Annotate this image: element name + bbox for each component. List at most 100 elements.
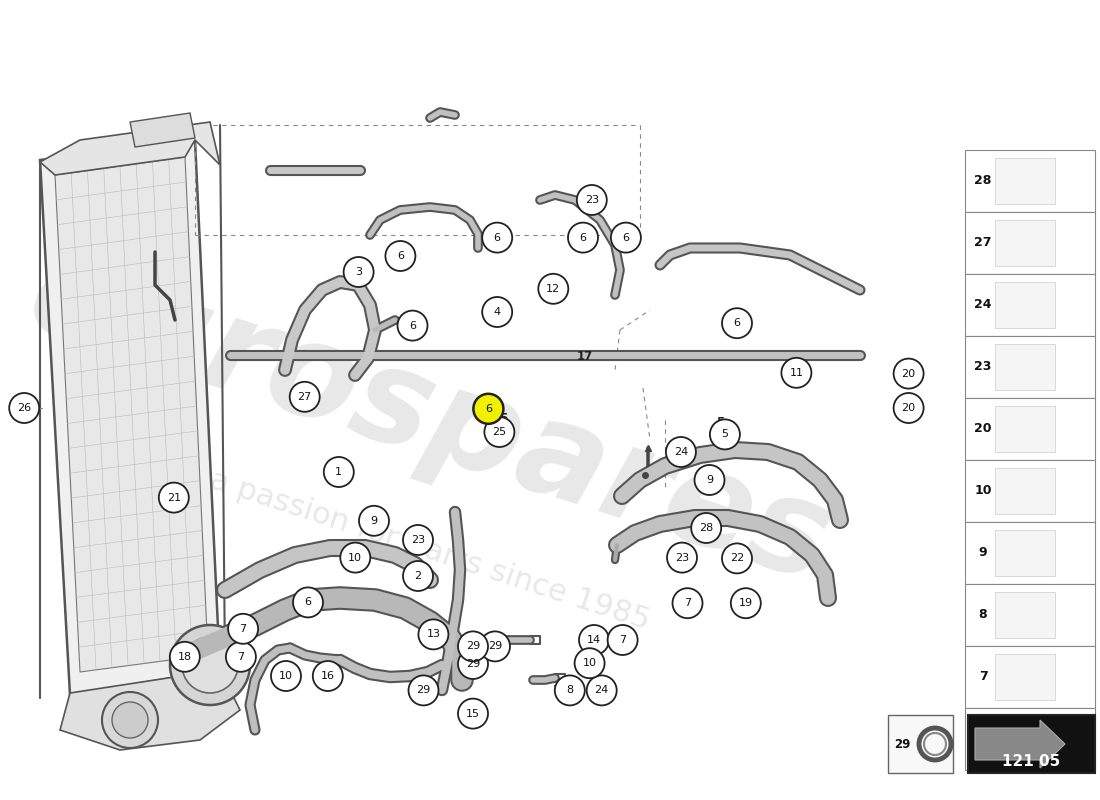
Circle shape — [112, 702, 148, 738]
Circle shape — [9, 393, 40, 423]
Circle shape — [722, 543, 752, 574]
Circle shape — [397, 310, 428, 341]
Text: 27: 27 — [975, 237, 992, 250]
Bar — [996, 220, 1055, 266]
Circle shape — [403, 525, 433, 555]
Text: 4: 4 — [494, 307, 501, 317]
Text: 12: 12 — [544, 278, 560, 290]
Polygon shape — [40, 140, 220, 695]
Circle shape — [672, 588, 703, 618]
Circle shape — [323, 457, 354, 487]
Polygon shape — [60, 670, 240, 750]
Bar — [965, 460, 1094, 522]
Circle shape — [403, 561, 433, 591]
Text: 6: 6 — [623, 233, 629, 242]
Circle shape — [458, 631, 488, 662]
Bar — [996, 158, 1055, 204]
Circle shape — [667, 542, 697, 573]
Bar — [888, 715, 953, 773]
Text: 121 05: 121 05 — [1002, 754, 1060, 770]
Text: 11: 11 — [789, 371, 804, 384]
Text: 9: 9 — [706, 475, 713, 485]
Text: 8: 8 — [979, 609, 988, 622]
Text: 10: 10 — [975, 485, 992, 498]
Circle shape — [893, 393, 924, 423]
Text: 18: 18 — [178, 652, 191, 662]
Text: 6: 6 — [494, 233, 501, 242]
Text: 10: 10 — [349, 553, 362, 562]
Text: 26: 26 — [14, 402, 30, 414]
Text: 20: 20 — [975, 422, 992, 435]
Circle shape — [226, 642, 256, 672]
Circle shape — [722, 308, 752, 338]
Text: 15: 15 — [466, 709, 480, 718]
Text: 23: 23 — [411, 535, 425, 545]
Circle shape — [158, 482, 189, 513]
Text: 9: 9 — [979, 546, 988, 559]
Text: 6: 6 — [485, 404, 492, 414]
Bar — [996, 654, 1055, 700]
Polygon shape — [975, 720, 1065, 768]
Text: 23: 23 — [975, 361, 992, 374]
Bar — [965, 398, 1094, 460]
Bar — [996, 468, 1055, 514]
Text: eurospares: eurospares — [13, 230, 847, 610]
Text: 29: 29 — [488, 642, 502, 651]
Text: 17: 17 — [578, 350, 593, 362]
Circle shape — [359, 506, 389, 536]
Text: a passion for parts since 1985: a passion for parts since 1985 — [206, 465, 653, 635]
Bar — [996, 282, 1055, 328]
Bar — [965, 522, 1094, 584]
Circle shape — [579, 625, 609, 655]
Circle shape — [484, 417, 515, 447]
Text: 6: 6 — [580, 233, 586, 242]
Text: 19: 19 — [737, 592, 752, 605]
Text: 25: 25 — [493, 412, 508, 425]
Circle shape — [554, 675, 585, 706]
Text: 28: 28 — [975, 174, 992, 187]
Circle shape — [893, 358, 924, 389]
Text: 7: 7 — [619, 635, 626, 645]
Circle shape — [576, 185, 607, 215]
Circle shape — [289, 382, 320, 412]
Circle shape — [691, 513, 722, 543]
Circle shape — [694, 465, 725, 495]
Text: 20: 20 — [902, 369, 915, 378]
Circle shape — [385, 241, 416, 271]
Circle shape — [228, 614, 258, 644]
Text: 6: 6 — [409, 321, 416, 330]
Text: 9: 9 — [371, 516, 377, 526]
Circle shape — [586, 675, 617, 706]
Text: 24: 24 — [595, 686, 608, 695]
Bar — [965, 336, 1094, 398]
Circle shape — [312, 661, 343, 691]
Circle shape — [730, 588, 761, 618]
Text: 6: 6 — [734, 318, 740, 328]
Text: 10: 10 — [279, 671, 293, 681]
Polygon shape — [130, 113, 195, 147]
Circle shape — [610, 222, 641, 253]
Text: 29: 29 — [894, 738, 910, 750]
Text: 7: 7 — [979, 670, 988, 683]
Text: 16: 16 — [321, 671, 334, 681]
Text: 24: 24 — [674, 447, 688, 457]
Text: 27: 27 — [298, 392, 311, 402]
Text: 29: 29 — [466, 659, 480, 669]
Circle shape — [458, 698, 488, 729]
Circle shape — [574, 648, 605, 678]
Text: 11: 11 — [790, 368, 803, 378]
Bar — [965, 646, 1094, 708]
Circle shape — [666, 437, 696, 467]
Polygon shape — [55, 157, 208, 672]
Text: 20: 20 — [902, 403, 915, 413]
Circle shape — [480, 631, 510, 662]
Text: 6: 6 — [397, 251, 404, 261]
Bar — [996, 406, 1055, 452]
Text: 8: 8 — [566, 686, 573, 695]
Text: 3: 3 — [355, 267, 362, 277]
Circle shape — [710, 419, 740, 450]
Circle shape — [418, 619, 449, 650]
Circle shape — [408, 675, 439, 706]
Bar — [996, 530, 1055, 576]
Text: 26: 26 — [16, 403, 32, 416]
